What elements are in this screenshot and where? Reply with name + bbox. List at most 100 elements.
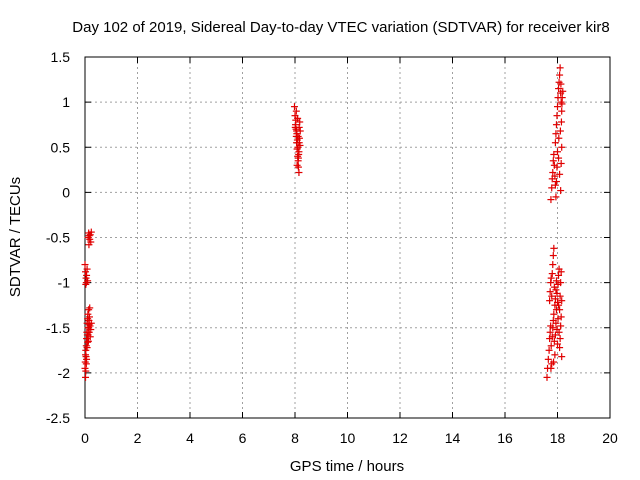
data-point <box>543 373 551 381</box>
data-point <box>557 322 565 330</box>
data-point <box>557 98 565 106</box>
data-point <box>556 292 564 300</box>
data-point <box>555 328 563 336</box>
data-point <box>551 351 559 359</box>
data-point <box>548 292 556 300</box>
data-point <box>558 107 566 115</box>
data-point <box>292 116 300 124</box>
data-point <box>551 139 559 147</box>
data-point <box>550 244 558 252</box>
data-point <box>555 85 563 93</box>
data-point <box>87 228 95 236</box>
y-tick-label: 1.5 <box>51 49 71 65</box>
data-point <box>555 134 563 142</box>
data-point <box>549 261 557 269</box>
data-point <box>550 310 558 318</box>
data-point <box>82 373 90 381</box>
data-point <box>552 319 560 327</box>
x-tick-labels: 0 2 4 6 8 10 12 14 16 18 20 <box>81 430 618 446</box>
data-point <box>85 306 93 314</box>
data-point <box>552 178 560 186</box>
data-point <box>553 163 561 171</box>
data-points <box>81 64 567 381</box>
x-tick-label: 18 <box>550 430 566 446</box>
data-point <box>555 78 563 86</box>
y-tick-label: -2 <box>58 365 71 381</box>
x-tick-label: 6 <box>239 430 247 446</box>
data-point <box>547 342 555 350</box>
x-tick-label: 20 <box>602 430 618 446</box>
data-point <box>84 331 92 339</box>
data-point <box>549 157 557 165</box>
data-point <box>555 154 563 162</box>
y-tick-label: -0.5 <box>46 230 70 246</box>
data-point <box>546 288 554 296</box>
data-point <box>84 337 92 345</box>
x-tick-label: 4 <box>186 430 194 446</box>
x-tick-label: 10 <box>340 430 356 446</box>
x-axis-label: GPS time / hours <box>290 458 404 475</box>
y-tick-label: -1 <box>58 275 71 291</box>
data-point <box>558 297 566 305</box>
data-point <box>292 107 300 115</box>
data-point <box>550 358 558 366</box>
x-tick-label: 0 <box>81 430 89 446</box>
data-point <box>550 150 558 158</box>
data-point <box>552 193 560 201</box>
data-point <box>84 338 92 346</box>
data-point <box>83 355 91 363</box>
data-point <box>291 123 299 131</box>
data-point <box>552 130 560 138</box>
data-point <box>552 286 560 294</box>
data-point <box>545 346 553 354</box>
data-point <box>557 80 565 88</box>
x-tick-label: 8 <box>291 430 299 446</box>
data-point <box>555 271 563 279</box>
data-point <box>558 100 566 108</box>
data-point <box>557 159 565 167</box>
chart-title: Day 102 of 2019, Sidereal Day-to-day VTE… <box>72 19 609 36</box>
data-point <box>295 139 303 147</box>
data-point <box>549 252 557 260</box>
data-point <box>556 344 564 352</box>
data-point <box>554 298 561 306</box>
data-point <box>556 64 564 72</box>
data-point <box>290 103 298 111</box>
data-point <box>548 184 556 192</box>
x-tick-label: 16 <box>497 430 513 446</box>
data-point <box>296 118 304 126</box>
data-point <box>547 196 555 204</box>
data-point <box>547 364 555 372</box>
x-tick-label: 2 <box>134 430 142 446</box>
data-point <box>546 297 554 305</box>
y-tick-label: 0.5 <box>51 139 71 155</box>
data-point <box>548 270 556 278</box>
data-point <box>86 304 94 312</box>
x-tick-label: 12 <box>392 430 408 446</box>
data-point <box>293 161 301 169</box>
data-point <box>554 103 561 111</box>
data-point <box>83 265 91 273</box>
data-point <box>548 360 556 368</box>
data-point <box>559 87 567 95</box>
data-point <box>558 94 566 102</box>
data-point <box>552 277 560 285</box>
data-point <box>294 132 302 140</box>
data-point <box>84 277 92 285</box>
data-point <box>551 295 559 303</box>
x-tick-label: 14 <box>445 430 461 446</box>
data-point <box>557 268 565 276</box>
data-point <box>554 340 561 348</box>
data-point <box>85 313 93 321</box>
data-point <box>551 331 559 339</box>
data-point <box>549 324 557 332</box>
data-point <box>549 169 557 177</box>
data-point <box>551 172 559 180</box>
data-point <box>85 241 93 249</box>
data-point <box>81 261 89 269</box>
data-point <box>83 271 91 279</box>
data-point <box>556 71 564 79</box>
data-point <box>82 280 90 288</box>
data-point <box>295 169 303 177</box>
